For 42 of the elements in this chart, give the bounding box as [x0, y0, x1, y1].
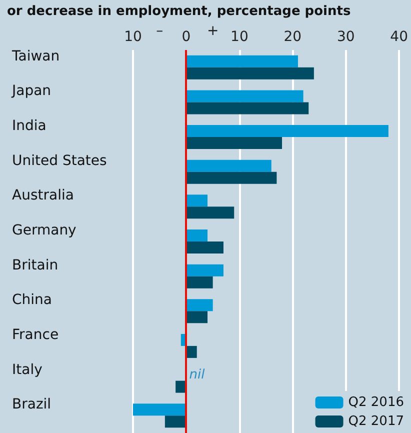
text: +: [206, 23, 219, 39]
y-tick-label: United States: [12, 152, 107, 169]
bar: [133, 404, 186, 416]
y-tick-label: China: [12, 292, 52, 308]
bar: [186, 264, 224, 276]
x-tick-label: 10: [124, 29, 142, 45]
legend-label: Q2 2016: [348, 395, 404, 410]
bar: [186, 206, 234, 219]
text: –: [156, 23, 164, 39]
y-tick-label: France: [12, 326, 59, 343]
y-tick-label: Australia: [12, 188, 74, 204]
bar: [186, 137, 282, 150]
x-tick-label: 0: [182, 29, 191, 45]
y-tick-label: Japan: [11, 83, 52, 100]
y-tick-label: Taiwan: [11, 48, 60, 64]
x-tick-label: 10: [230, 29, 248, 45]
bar: [186, 346, 197, 358]
bar: [186, 55, 298, 68]
bar: [186, 311, 208, 324]
y-tick-label: India: [12, 118, 46, 134]
y-tick-label: Britain: [12, 257, 58, 274]
chart-title: or decrease in employment, percentage points: [7, 4, 351, 19]
x-tick-label: 40: [390, 29, 408, 45]
y-tick-label: Germany: [12, 222, 76, 238]
bar: [186, 299, 213, 312]
bar: [186, 194, 208, 207]
bar: [186, 90, 304, 102]
x-tick-label: 30: [336, 29, 355, 45]
bar: [186, 67, 314, 80]
bar: [186, 276, 213, 288]
x-tick-label: 20: [284, 29, 302, 45]
bar: [186, 230, 208, 242]
bar: [186, 172, 277, 184]
y-tick-label: Brazil: [12, 396, 52, 413]
bar: [186, 102, 309, 114]
bar: [186, 160, 272, 172]
bar: [186, 242, 224, 254]
bar: [186, 125, 388, 138]
bar: [164, 416, 186, 428]
annotation: nil: [189, 367, 206, 382]
y-tick-label: Italy: [12, 362, 42, 378]
legend-label: Q2 2017: [348, 414, 404, 429]
